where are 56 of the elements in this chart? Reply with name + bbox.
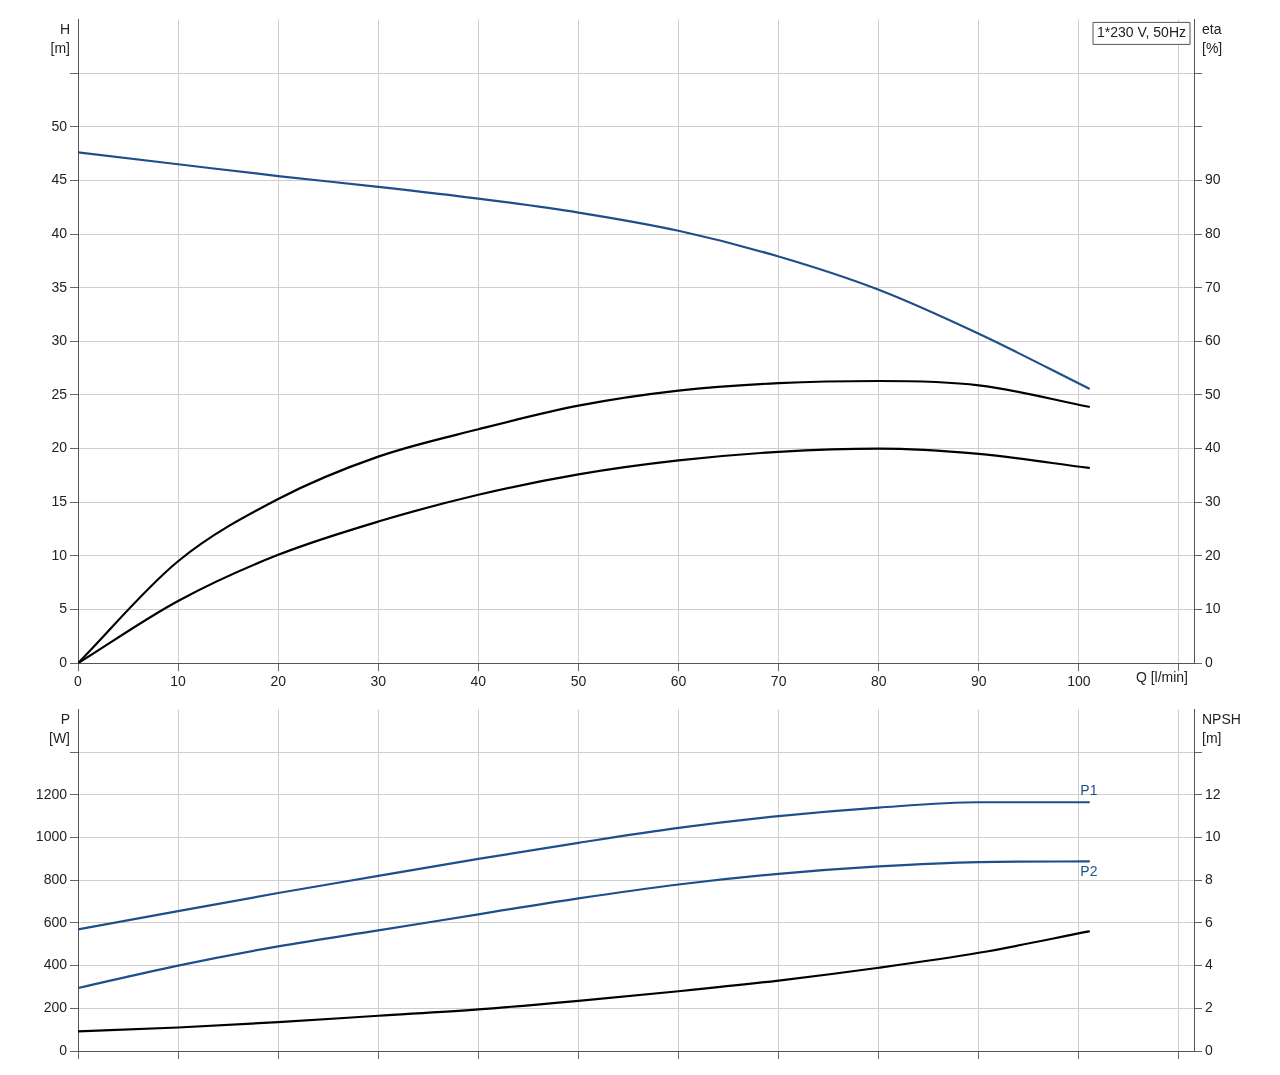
y2-tick-label: 2 bbox=[1205, 999, 1213, 1016]
y-tick-label: 5 bbox=[59, 600, 68, 617]
line-series bbox=[78, 151, 1091, 390]
y-tick-label: 30 bbox=[51, 332, 68, 349]
y-tick-label: 25 bbox=[51, 385, 68, 402]
y-axis-title: H [m] bbox=[50, 21, 70, 57]
x-tick-label: 10 bbox=[170, 673, 187, 690]
y-tick-label: 50 bbox=[51, 117, 68, 134]
y-tick-label: 400 bbox=[43, 956, 68, 973]
y2-tick-label: 70 bbox=[1205, 278, 1221, 295]
x-tick-label: 100 bbox=[1067, 673, 1091, 690]
y-tick-label: 35 bbox=[51, 278, 68, 295]
y-tick-label: 40 bbox=[51, 224, 68, 241]
x-tick-label: 50 bbox=[570, 673, 587, 690]
y-tick-label: 800 bbox=[43, 871, 68, 888]
x-tick-label: 30 bbox=[370, 673, 387, 690]
y-tick-label: 20 bbox=[51, 439, 68, 456]
x-tick-label: 20 bbox=[270, 673, 287, 690]
y2-tick-label: 30 bbox=[1205, 493, 1221, 510]
y-tick-label: 0 bbox=[59, 654, 68, 671]
y2-tick-label: 0 bbox=[1205, 654, 1213, 671]
y-axis-title: P [W] bbox=[49, 711, 70, 747]
y2-tick-label: 80 bbox=[1205, 224, 1221, 241]
y-tick-label: 1200 bbox=[35, 785, 68, 802]
annotation: 1*230 V, 50Hz bbox=[1097, 24, 1186, 41]
y-tick-label: 45 bbox=[51, 171, 68, 188]
y2-axis-title: NPSH [m] bbox=[1202, 711, 1241, 747]
y2-tick-label: 10 bbox=[1205, 600, 1221, 617]
y2-tick-label: 10 bbox=[1205, 828, 1221, 845]
y2-tick-label: 12 bbox=[1205, 785, 1221, 802]
line-series bbox=[78, 930, 1091, 1033]
y2-tick-label: 60 bbox=[1205, 332, 1221, 349]
x-tick-label: 80 bbox=[870, 673, 887, 690]
x-axis-title: Q [l/min] bbox=[1135, 669, 1188, 686]
y2-tick-label: 8 bbox=[1205, 871, 1213, 888]
y2-tick-label: 6 bbox=[1205, 913, 1213, 930]
y2-tick-label: 90 bbox=[1205, 171, 1221, 188]
x-tick-label: 90 bbox=[971, 673, 987, 690]
x-tick-label: 70 bbox=[770, 673, 787, 690]
y2-tick-label: 20 bbox=[1205, 546, 1221, 563]
y2-tick-label: 4 bbox=[1205, 956, 1213, 973]
y-tick-label: 200 bbox=[43, 999, 68, 1016]
x-tick-label: 60 bbox=[670, 673, 687, 690]
series-label: P2 bbox=[1080, 863, 1098, 880]
y2-axis-title: eta [%] bbox=[1202, 21, 1223, 57]
y2-tick-label: 40 bbox=[1205, 439, 1221, 456]
x-tick-label: 0 bbox=[74, 673, 83, 690]
x-tick-label: 40 bbox=[470, 673, 487, 690]
y2-tick-label: 50 bbox=[1205, 385, 1221, 402]
y-tick-label: 1000 bbox=[35, 828, 68, 845]
y-tick-label: 600 bbox=[43, 913, 68, 930]
y2-tick-label: 0 bbox=[1205, 1041, 1213, 1058]
y-tick-label: 10 bbox=[51, 546, 68, 563]
y-tick-label: 0 bbox=[59, 1041, 68, 1058]
y-tick-label: 15 bbox=[51, 493, 68, 510]
series-label: P1 bbox=[1080, 782, 1098, 799]
